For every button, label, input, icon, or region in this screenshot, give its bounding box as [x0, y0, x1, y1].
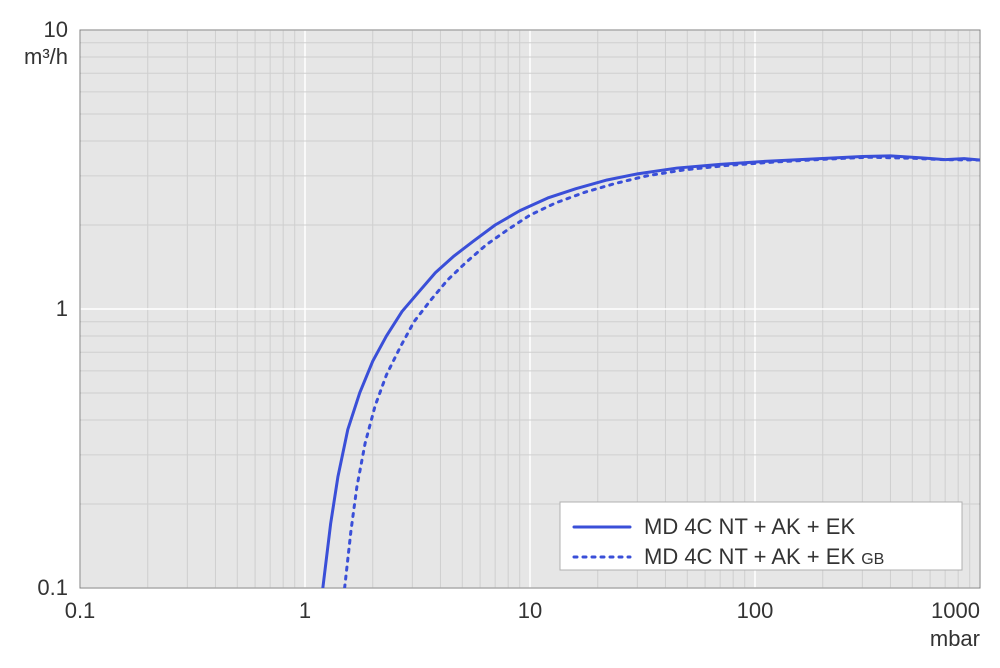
legend-label-1: MD 4C NT + AK + EK GB	[644, 544, 884, 569]
y-tick-label: 0.1	[37, 575, 68, 600]
y-axis-unit: m³/h	[24, 44, 68, 69]
x-tick-label: 1000	[931, 598, 980, 623]
legend: MD 4C NT + AK + EK MD 4C NT + AK + EK GB	[560, 502, 962, 570]
y-tick-label: 1	[56, 296, 68, 321]
chart-container: 0.111010010000.1110m³/hmbarMD 4C NT + AK…	[0, 0, 1000, 668]
x-tick-label: 100	[737, 598, 774, 623]
x-axis-unit: mbar	[930, 626, 980, 651]
pump-curve-chart: 0.111010010000.1110m³/hmbarMD 4C NT + AK…	[0, 0, 1000, 668]
y-tick-label: 10	[44, 17, 68, 42]
x-tick-label: 1	[299, 598, 311, 623]
legend-label-0: MD 4C NT + AK + EK	[644, 514, 855, 539]
x-tick-label: 10	[518, 598, 542, 623]
x-tick-label: 0.1	[65, 598, 96, 623]
